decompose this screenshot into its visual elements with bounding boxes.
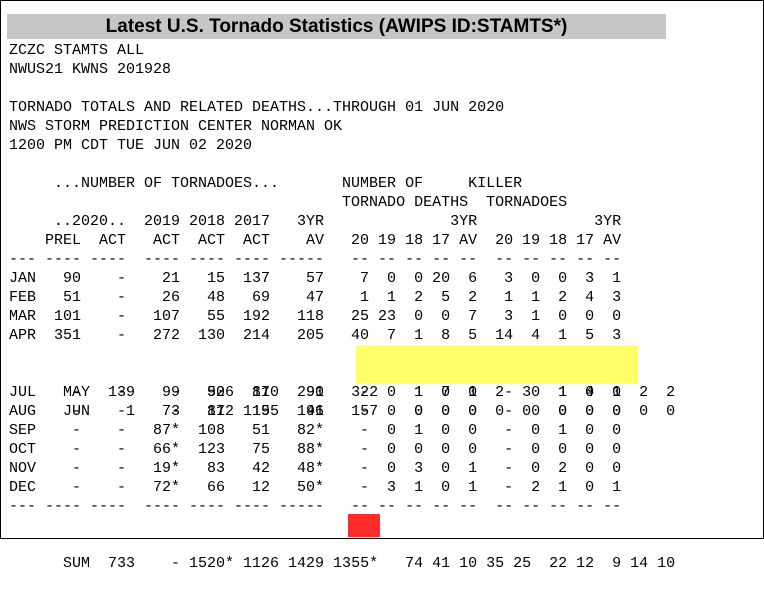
month-row-jun-wrap: JUN 1 - 172 155 146 157 0 0 0 0 0 0 0 0 …	[9, 364, 675, 420]
month-row-may: MAY 139 - 506 170 291 322 1 7 1 2 3 1 4 …	[63, 384, 676, 401]
month-row-nov: NOV - - 19* 83 42 48* - 0 3 0 1 - 0 2 0 …	[9, 460, 622, 477]
month-row-jun: JUN 1 - 172 155 146 157 0 0 0 0 0 0 0 0 …	[63, 403, 676, 420]
header-line	[9, 155, 675, 174]
report-text: ZCZC STAMTS ALL NWUS21 KWNS 201928 TORNA…	[9, 41, 675, 572]
header-line: 1200 PM CDT TUE JUN 02 2020	[9, 137, 253, 154]
month-row-aug: AUG - - 73 81 119 91 - 0 0 0 0 - 0 0 0 0	[9, 403, 622, 420]
column-header-line: ..2020.. 2019 2018 2017 3YR 3YR 3YR	[9, 213, 622, 230]
month-row-jul: JUL - - 99 92 81 90 - 0 1 0 0 - 0 1 0 0	[9, 384, 622, 401]
header-line: NWUS21 KWNS 201928	[9, 61, 172, 78]
month-row-may-wrap: MAY 139 - 506 170 291 322 1 7 1 2 3 1 4 …	[9, 345, 675, 401]
page-title: Latest U.S. Tornado Statistics (AWIPS ID…	[7, 14, 666, 39]
sum-row-wrap: SUM 733 - 1520* 1126 1429 1355* 74 41 10…	[9, 514, 675, 572]
header-line: NWS STORM PREDICTION CENTER NORMAN OK	[9, 118, 343, 135]
month-row-feb: FEB 51 - 26 48 69 47 1 1 2 5 2 1 1 2 4 3	[9, 289, 622, 306]
report-frame: Latest U.S. Tornado Statistics (AWIPS ID…	[0, 0, 764, 572]
header-line	[9, 79, 675, 98]
sum-deaths-alert	[348, 514, 380, 537]
header-line: ZCZC STAMTS ALL	[9, 42, 145, 59]
header-line: TORNADO TOTALS AND RELATED DEATHS...THRO…	[9, 99, 505, 116]
month-row-apr: APR 351 - 272 130 214 205 40 7 1 8 5 14 …	[9, 327, 622, 344]
month-row-dec: DEC - - 72* 66 12 50* - 3 1 0 1 - 2 1 0 …	[9, 479, 622, 496]
column-header-line: TORNADO DEATHS TORNADOES	[9, 194, 568, 211]
may-deaths-highlight	[356, 345, 637, 364]
sum-row: SUM 733 - 1520* 1126 1429 1355* 74 41 10…	[63, 555, 676, 572]
month-row-sep: SEP - - 87* 108 51 82* - 0 1 0 0 - 0 1 0…	[9, 422, 622, 439]
column-header-line: --- ---- ---- ---- ---- ---- ----- -- --…	[9, 251, 622, 268]
month-row-mar: MAR 101 - 107 55 192 118 25 23 0 0 7 3 1…	[9, 308, 622, 325]
jun-deaths-highlight	[356, 364, 637, 383]
month-row-oct: OCT - - 66* 123 75 88* - 0 0 0 0 - 0 0 0…	[9, 441, 622, 458]
column-header-line: ...NUMBER OF TORNADOES... NUMBER OF KILL…	[9, 175, 523, 192]
month-row-jan: JAN 90 - 21 15 137 57 7 0 0 20 6 3 0 0 3…	[9, 270, 622, 287]
column-header-line: PREL ACT ACT ACT ACT AV 20 19 18 17 AV 2…	[9, 232, 622, 249]
divider-line: --- ---- ---- ---- ---- ---- ----- -- --…	[9, 498, 622, 515]
